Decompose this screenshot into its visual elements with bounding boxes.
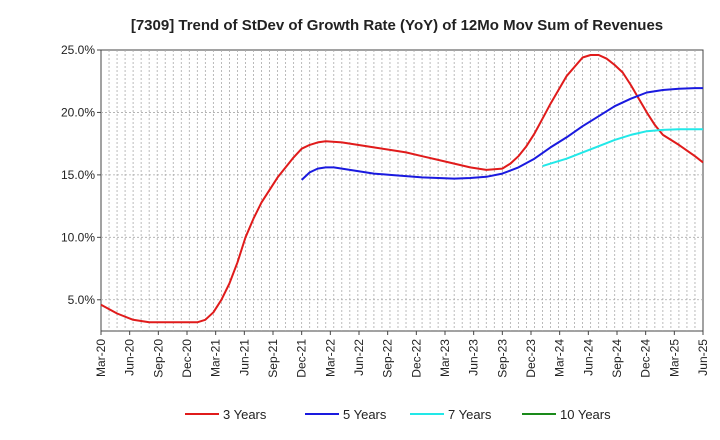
legend-label: 5 Years — [343, 407, 387, 422]
x-tick-label: Jun-23 — [467, 339, 481, 376]
legend: 3 Years 5 Years 7 Years 10 Years — [185, 407, 611, 422]
x-tick-label: Sep-24 — [610, 339, 624, 378]
series-line-3-years — [100, 54, 704, 324]
series-lines — [100, 54, 704, 324]
x-tick-label: Jun-24 — [581, 339, 595, 376]
x-tick-label: Sep-20 — [151, 339, 165, 378]
x-tick-label: Sep-21 — [266, 339, 280, 378]
series-line-7-years — [542, 128, 703, 168]
y-tick-label: 25.0% — [61, 43, 95, 57]
x-tick-label: Mar-22 — [323, 339, 337, 377]
y-tick-label: 5.0% — [68, 293, 96, 307]
x-tick-label: Mar-24 — [553, 339, 567, 377]
x-tick-label: Dec-21 — [295, 339, 309, 378]
x-tick-label: Mar-23 — [438, 339, 452, 377]
legend-label: 7 Years — [448, 407, 492, 422]
legend-label: 10 Years — [560, 407, 611, 422]
x-tick-label: Dec-22 — [409, 339, 423, 378]
plot-frame — [100, 49, 704, 332]
x-tick-label: Sep-22 — [381, 339, 395, 378]
x-tick-label: Jun-25 — [696, 339, 710, 376]
y-tick-label: 10.0% — [61, 230, 95, 244]
x-axis-ticks: Mar-20 Jun-20 Sep-20 Dec-20 Mar-21 Jun-21 Sep-… — [94, 331, 710, 378]
series-line-5-years — [301, 87, 703, 181]
x-tick-label: Jun-22 — [352, 339, 366, 376]
x-tick-label: Sep-23 — [495, 339, 509, 378]
legend-label: 3 Years — [223, 407, 267, 422]
y-axis-ticks: 5.0% 10.0% 15.0% 20.0% 25.0% — [61, 43, 101, 307]
plot-area — [100, 49, 704, 332]
x-tick-label: Mar-21 — [209, 339, 223, 377]
x-tick-label: Jun-20 — [123, 339, 137, 376]
grid-lines — [101, 50, 703, 331]
y-tick-label: 15.0% — [61, 168, 95, 182]
x-tick-label: Dec-23 — [524, 339, 538, 378]
y-tick-label: 20.0% — [61, 105, 95, 119]
chart-title: [7309] Trend of StDev of Growth Rate (Yo… — [131, 17, 663, 34]
x-tick-label: Dec-20 — [180, 339, 194, 378]
x-tick-label: Dec-24 — [639, 339, 653, 378]
x-tick-label: Mar-25 — [667, 339, 681, 377]
x-tick-label: Mar-20 — [94, 339, 108, 377]
x-tick-label: Jun-21 — [237, 339, 251, 376]
